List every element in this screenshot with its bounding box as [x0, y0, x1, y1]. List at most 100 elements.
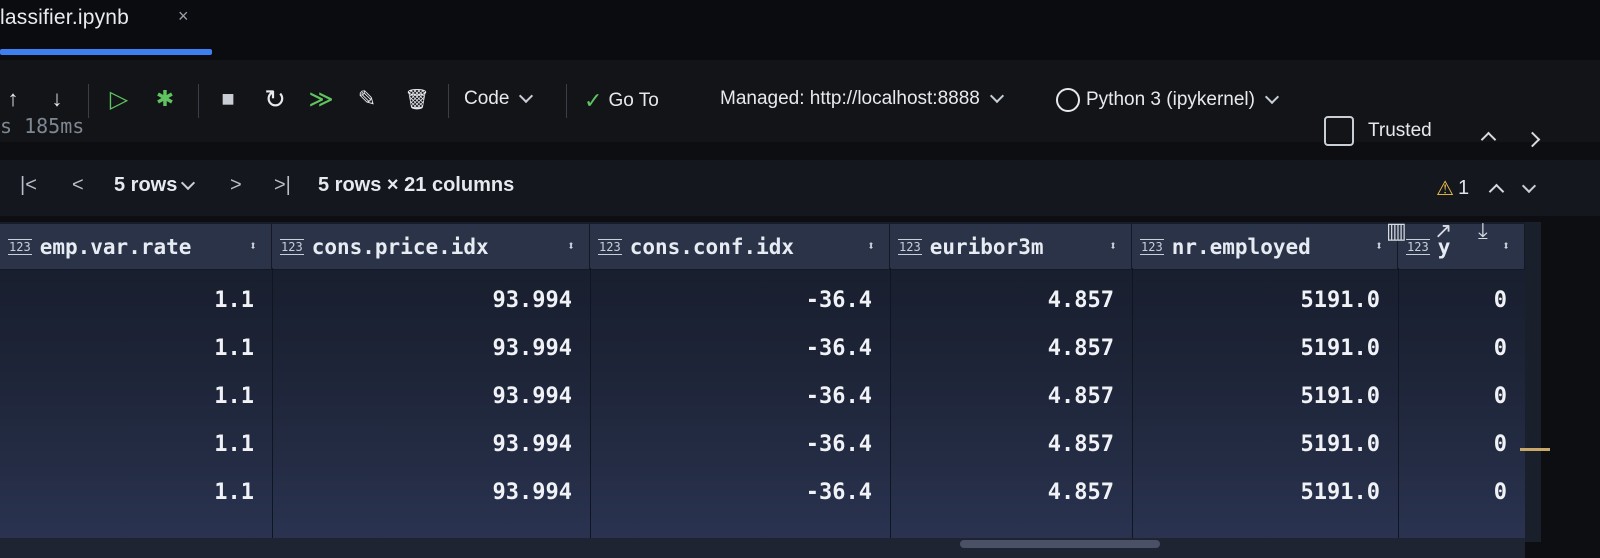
run-debug-icon[interactable]: ▷: [109, 85, 129, 113]
table-cell[interactable]: -36.4: [805, 432, 872, 457]
table-cell[interactable]: 5191.0: [1300, 288, 1380, 313]
server-dropdown[interactable]: Managed: http://localhost:8888: [720, 88, 1004, 110]
close-icon[interactable]: ×: [178, 6, 189, 26]
table-cell[interactable]: 0: [1493, 480, 1507, 505]
table-cell[interactable]: 4.857: [1047, 480, 1114, 505]
cell-type-dropdown[interactable]: Code: [464, 88, 534, 110]
tab-bar: lassifier.ipynb ×: [0, 0, 1600, 60]
chevron-down-icon: [519, 88, 534, 104]
trusted-checkbox[interactable]: [1324, 116, 1354, 146]
sort-icon[interactable]: ⬍: [249, 239, 257, 254]
delete-icon[interactable]: 🗑: [404, 88, 430, 111]
table-cell[interactable]: 1.1: [214, 432, 254, 457]
table-cell[interactable]: -36.4: [805, 288, 872, 313]
column-header-label: euribor3m: [929, 234, 1044, 259]
table-cell[interactable]: 5191.0: [1300, 336, 1380, 361]
numeric-type-icon: 123: [8, 238, 32, 255]
warnings-indicator[interactable]: ⚠ 1: [1436, 176, 1537, 201]
toolbar-separator: [88, 84, 89, 118]
column-header-label: cons.conf.idx: [629, 234, 795, 259]
server-label: Managed: http://localhost:8888: [720, 88, 980, 109]
table-cell[interactable]: 0: [1493, 384, 1507, 409]
restart-icon[interactable]: ↻: [264, 83, 286, 114]
column-header[interactable]: 123 emp.var.rate ⬍: [0, 224, 272, 270]
table-cell[interactable]: 5191.0: [1300, 384, 1380, 409]
table-cell[interactable]: 93.994: [492, 480, 572, 505]
table-cell[interactable]: 0: [1493, 288, 1507, 313]
warning-icon: ⚠: [1436, 178, 1454, 200]
goto-label: Go To: [608, 90, 659, 111]
table-cell[interactable]: 4.857: [1047, 336, 1114, 361]
kernel-label: Python 3 (ipykernel): [1086, 89, 1255, 110]
horizontal-scroll-thumb[interactable]: [960, 540, 1160, 548]
table-cell[interactable]: 4.857: [1047, 384, 1114, 409]
chevron-up-icon[interactable]: [1488, 183, 1505, 200]
last-page-icon[interactable]: >|: [274, 174, 291, 196]
table-cell[interactable]: 4.857: [1047, 288, 1114, 313]
horizontal-scrollbar[interactable]: [0, 538, 1525, 558]
move-down-icon[interactable]: ↓: [51, 86, 63, 111]
open-in-editor-icon[interactable]: ↗: [1434, 218, 1453, 243]
column-header[interactable]: 123 euribor3m ⬍: [890, 224, 1132, 270]
table-cell[interactable]: 93.994: [492, 288, 572, 313]
column-header[interactable]: 123 cons.conf.idx ⬍: [590, 224, 890, 270]
dataframe-grid: [0, 222, 1525, 542]
move-up-icon[interactable]: ↑: [7, 86, 19, 111]
table-cell[interactable]: 0: [1493, 432, 1507, 457]
table-cell[interactable]: 1.1: [214, 336, 254, 361]
column-header-label: emp.var.rate: [39, 234, 192, 259]
sort-icon[interactable]: ⬍: [1109, 239, 1117, 254]
vertical-scrollbar[interactable]: [1525, 222, 1541, 542]
rows-per-page-dropdown[interactable]: 5 rows: [114, 174, 196, 197]
table-cell[interactable]: 0: [1493, 336, 1507, 361]
toolbar-separator: [566, 84, 567, 118]
execution-time: s 185ms: [0, 114, 85, 138]
chevron-up-icon[interactable]: [1476, 122, 1500, 156]
sort-icon[interactable]: ⬍: [1502, 239, 1510, 254]
column-header-label: y: [1437, 234, 1451, 259]
table-cell[interactable]: 1.1: [214, 480, 254, 505]
tab-title: lassifier.ipynb: [0, 6, 130, 29]
table-cell[interactable]: 93.994: [492, 432, 572, 457]
goto-button[interactable]: ✓ Go To: [584, 88, 659, 114]
prev-page-icon[interactable]: <: [72, 174, 84, 196]
numeric-type-icon: 123: [1140, 238, 1164, 255]
result-pager: |< < 5 rows > >| 5 rows × 21 columns: [0, 160, 1600, 216]
table-cell[interactable]: -36.4: [805, 336, 872, 361]
chevron-right-icon[interactable]: [1520, 122, 1544, 156]
download-icon[interactable]: ⤓: [1478, 218, 1488, 243]
tab-notebook[interactable]: lassifier.ipynb ×: [0, 0, 215, 60]
sort-icon[interactable]: ⬍: [567, 239, 575, 254]
next-page-icon[interactable]: >: [230, 174, 242, 196]
table-cell[interactable]: 5191.0: [1300, 432, 1380, 457]
run-all-icon[interactable]: ≫: [308, 85, 334, 113]
sort-icon[interactable]: ⬍: [1375, 239, 1383, 254]
clear-outputs-icon[interactable]: ✎: [357, 86, 377, 111]
column-divider: [590, 268, 591, 538]
table-cell[interactable]: 1.1: [214, 288, 254, 313]
table-cell[interactable]: -36.4: [805, 480, 872, 505]
chevron-down-icon[interactable]: [1521, 178, 1537, 193]
table-cell[interactable]: 93.994: [492, 384, 572, 409]
table-cell[interactable]: 1.1: [214, 384, 254, 409]
trusted-toggle[interactable]: Trusted: [1324, 116, 1432, 146]
table-cell[interactable]: 4.857: [1047, 432, 1114, 457]
table-cell[interactable]: -36.4: [805, 384, 872, 409]
table-cell[interactable]: 93.994: [492, 336, 572, 361]
table-cell[interactable]: 5191.0: [1300, 480, 1380, 505]
toolbar-separator: [198, 84, 199, 118]
kernel-dropdown[interactable]: Python 3 (ipykernel): [1056, 88, 1280, 112]
column-header-label: nr.employed: [1171, 234, 1311, 259]
first-page-icon[interactable]: |<: [20, 174, 37, 196]
bug-icon[interactable]: ✱: [155, 86, 175, 111]
chart-view-icon[interactable]: ▥: [1386, 218, 1407, 243]
stop-icon[interactable]: ■: [221, 86, 235, 111]
numeric-type-icon: 123: [1406, 238, 1430, 255]
chevron-down-icon: [1264, 89, 1280, 105]
column-header[interactable]: 123 cons.price.idx ⬍: [272, 224, 590, 270]
numeric-type-icon: 123: [598, 238, 622, 255]
sort-icon[interactable]: ⬍: [867, 239, 875, 254]
column-header[interactable]: 123 y ⬍: [1398, 224, 1525, 270]
column-header[interactable]: 123 nr.employed ⬍: [1132, 224, 1398, 270]
numeric-type-icon: 123: [898, 238, 922, 255]
